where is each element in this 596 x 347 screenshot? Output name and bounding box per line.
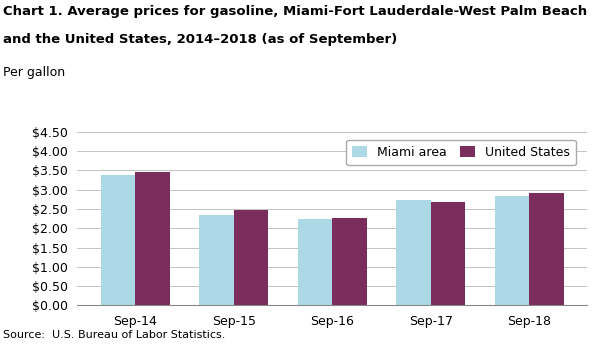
- Text: and the United States, 2014–2018 (as of September): and the United States, 2014–2018 (as of …: [3, 33, 397, 46]
- Legend: Miami area, United States: Miami area, United States: [346, 140, 576, 165]
- Text: Source:  U.S. Bureau of Labor Statistics.: Source: U.S. Bureau of Labor Statistics.: [3, 330, 225, 340]
- Bar: [495, 196, 529, 305]
- Text: Chart 1. Average prices for gasoline, Miami-Fort Lauderdale-West Palm Beach: Chart 1. Average prices for gasoline, Mi…: [3, 5, 587, 18]
- Bar: [234, 210, 268, 305]
- Bar: [135, 171, 170, 305]
- Bar: [101, 176, 135, 305]
- Bar: [199, 215, 234, 305]
- Bar: [396, 200, 431, 305]
- Bar: [431, 202, 465, 305]
- Bar: [333, 218, 367, 305]
- Bar: [529, 193, 564, 305]
- Text: Per gallon: Per gallon: [3, 66, 65, 79]
- Bar: [298, 219, 333, 305]
